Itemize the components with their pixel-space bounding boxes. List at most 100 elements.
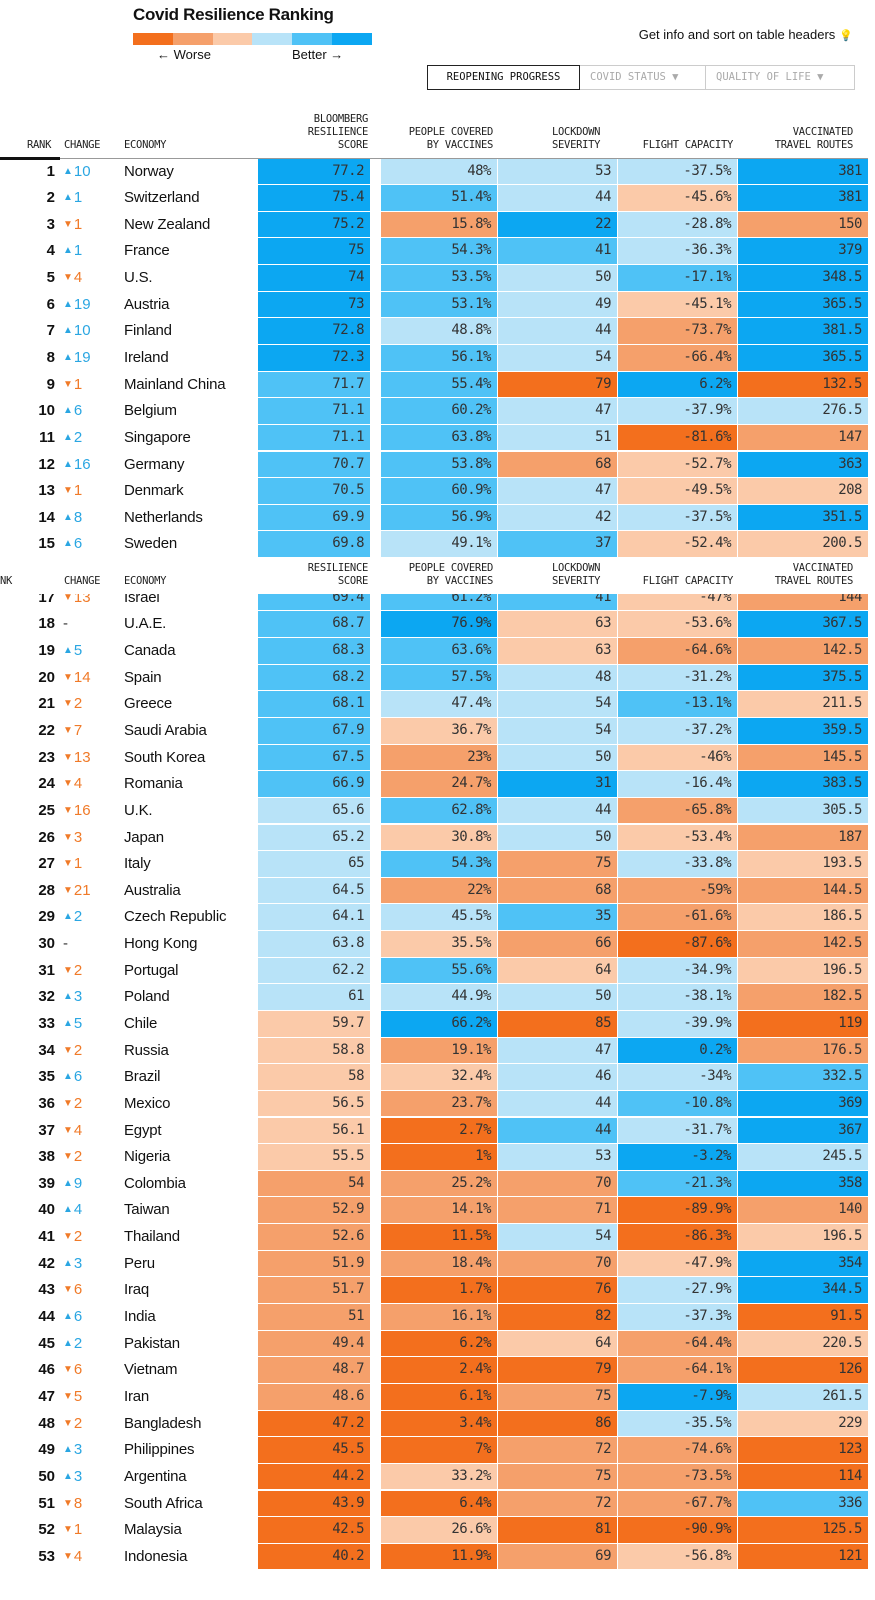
table-row: 10 ▲6 Belgium 71.1 60.2% 47 -37.9% 276.5 bbox=[0, 398, 868, 425]
vaccines-cell: 24.7% bbox=[381, 771, 497, 797]
arrow-down-icon: ▼ bbox=[63, 1417, 73, 1429]
flight-cell: -37.2% bbox=[618, 717, 737, 744]
rank-cell: 39 bbox=[38, 1174, 55, 1192]
change-cell: ▲10 bbox=[63, 322, 91, 339]
routes-cell: 193.5 bbox=[738, 851, 868, 877]
table-row: 19 ▲5 Canada 68.3 63.6% 63 -64.6% 142.5 bbox=[0, 638, 868, 665]
table-row: 22 ▼7 Saudi Arabia 67.9 36.7% 54 -37.2% 359.5 bbox=[0, 717, 868, 745]
table-row: 4 ▲1 France 75 54.3% 41 -36.3% 379 bbox=[0, 238, 868, 265]
rank-cell: 20 bbox=[38, 668, 55, 686]
header-economy[interactable]: ECONOMY bbox=[124, 139, 167, 151]
change-value: 6 bbox=[73, 535, 83, 553]
rank-cell: 46 bbox=[38, 1361, 55, 1379]
header-vaccines[interactable]: PEOPLE COVERED BY VACCINES bbox=[408, 126, 494, 151]
score-cell: 56.5 bbox=[258, 1090, 370, 1117]
change-cell: ▼16 bbox=[63, 802, 91, 819]
tab-reopening-progress[interactable]: REOPENING PROGRESS bbox=[427, 65, 580, 90]
vaccines-cell: 33.2% bbox=[381, 1463, 497, 1490]
economy-cell: Iran bbox=[124, 1387, 150, 1405]
header-routes[interactable]: VACCINATED TRAVEL ROUTES bbox=[774, 126, 854, 151]
flight-cell: -53.4% bbox=[618, 824, 737, 851]
vaccines-cell: 76.9% bbox=[381, 611, 497, 637]
sticky-header-score[interactable]: RESILIENCE SCORE bbox=[307, 562, 369, 587]
flight-cell: -17.1% bbox=[618, 265, 737, 291]
economy-cell: Philippines bbox=[124, 1441, 195, 1459]
change-value: 14 bbox=[73, 668, 91, 686]
score-cell: 68.2 bbox=[258, 664, 370, 691]
table-row: 30- Hong Kong 63.8 35.5% 66 -87.6% 142.5 bbox=[0, 931, 868, 958]
lockdown-cell: 46 bbox=[498, 1064, 617, 1090]
rank-cell: 32 bbox=[38, 988, 55, 1006]
table-row: 21 ▼2 Greece 68.1 47.4% 54 -13.1% 211.5 bbox=[0, 691, 868, 718]
header-lockdown[interactable]: LOCKDOWN SEVERITY bbox=[552, 126, 601, 151]
arrow-down-icon: ▼ bbox=[63, 218, 73, 230]
routes-cell: 245.5 bbox=[738, 1144, 868, 1170]
flight-cell: -89.9% bbox=[618, 1197, 737, 1224]
rank-cell: 49 bbox=[38, 1441, 55, 1459]
tab-quality-of-life[interactable]: QUALITY OF LIFE ▼ bbox=[706, 65, 855, 90]
rank-cell: 51 bbox=[38, 1494, 55, 1512]
economy-cell: Thailand bbox=[124, 1228, 180, 1246]
lockdown-cell: 42 bbox=[498, 504, 617, 531]
sticky-header-rank[interactable]: ANK bbox=[0, 575, 13, 587]
score-cell: 55.5 bbox=[258, 1144, 370, 1170]
vaccines-cell: 30.8% bbox=[381, 824, 497, 851]
routes-cell: 126 bbox=[738, 1357, 868, 1383]
routes-cell: 144.5 bbox=[738, 877, 868, 904]
score-cell: 71.7 bbox=[258, 371, 370, 398]
change-value: 2 bbox=[73, 1334, 83, 1352]
sticky-header-lockdown[interactable]: LOCKDOWN SEVERITY bbox=[552, 562, 601, 587]
change-cell: ▼4 bbox=[63, 1122, 82, 1139]
change-cell: ▲16 bbox=[63, 456, 91, 473]
rank-cell: 44 bbox=[38, 1308, 55, 1326]
score-cell: 64.5 bbox=[258, 877, 370, 904]
lockdown-cell: 75 bbox=[498, 851, 617, 877]
lightbulb-icon: 💡 bbox=[839, 30, 853, 42]
sticky-header-economy[interactable]: ECONOMY bbox=[124, 575, 167, 587]
economy-cell: Malaysia bbox=[124, 1521, 182, 1539]
tab-covid-status[interactable]: COVID STATUS ▼ bbox=[580, 65, 706, 90]
arrow-down-icon: ▼ bbox=[63, 1364, 73, 1376]
header-flight[interactable]: FLIGHT CAPACITY bbox=[642, 139, 734, 151]
lockdown-cell: 50 bbox=[498, 744, 617, 771]
change-value: 2 bbox=[73, 961, 83, 979]
economy-cell: France bbox=[124, 242, 170, 260]
legend-better-label: Better → bbox=[292, 47, 344, 62]
change-cell: - bbox=[63, 615, 68, 632]
flight-cell: -47.9% bbox=[618, 1250, 737, 1277]
table-row: 1 ▲10 Norway 77.2 48% 53 -37.5% 381 bbox=[0, 158, 868, 186]
sticky-header: ANK CHANGE ECONOMY RESILIENCE SCORE PEOP… bbox=[0, 562, 875, 594]
rank-cell: 15 bbox=[38, 535, 55, 553]
vaccines-cell: 48.8% bbox=[381, 318, 497, 344]
sticky-header-vaccines[interactable]: PEOPLE COVERED BY VACCINES bbox=[408, 562, 494, 587]
arrow-down-icon: ▼ bbox=[63, 1097, 73, 1109]
lockdown-cell: 31 bbox=[498, 771, 617, 797]
lockdown-cell: 76 bbox=[498, 1277, 617, 1303]
table-row: 39 ▲9 Colombia 54 25.2% 70 -21.3% 358 bbox=[0, 1170, 868, 1198]
sticky-header-change[interactable]: CHANGE bbox=[64, 575, 101, 587]
table-row: 3 ▼1 New Zealand 75.2 15.8% 22 -28.8% 150 bbox=[0, 211, 868, 239]
rank-cell: 19 bbox=[38, 642, 55, 660]
arrow-up-icon: ▲ bbox=[63, 431, 73, 443]
change-cell: ▼2 bbox=[63, 1148, 82, 1165]
header-score[interactable]: BLOOMBERG RESILIENCE SCORE bbox=[307, 113, 369, 151]
change-value: 2 bbox=[73, 908, 83, 926]
economy-cell: U.S. bbox=[124, 269, 153, 287]
score-cell: 48.7 bbox=[258, 1357, 370, 1383]
header-change[interactable]: CHANGE bbox=[64, 139, 101, 151]
vaccines-cell: 36.7% bbox=[381, 717, 497, 744]
flight-cell: -33.8% bbox=[618, 851, 737, 877]
arrow-down-icon: ▼ bbox=[63, 671, 73, 683]
sticky-header-routes[interactable]: VACCINATED TRAVEL ROUTES bbox=[774, 562, 854, 587]
economy-cell: Germany bbox=[124, 455, 185, 473]
header-rank[interactable]: RANK bbox=[27, 139, 52, 151]
lockdown-cell: 81 bbox=[498, 1517, 617, 1543]
flight-cell: -53.6% bbox=[618, 611, 737, 637]
change-value: 2 bbox=[73, 1148, 83, 1166]
routes-cell: 381 bbox=[738, 158, 868, 185]
change-value: 3 bbox=[73, 1254, 83, 1272]
score-cell: 69.8 bbox=[258, 531, 370, 558]
economy-cell: Spain bbox=[124, 668, 162, 686]
vaccines-cell: 57.5% bbox=[381, 664, 497, 691]
sticky-header-flight[interactable]: FLIGHT CAPACITY bbox=[642, 575, 734, 587]
